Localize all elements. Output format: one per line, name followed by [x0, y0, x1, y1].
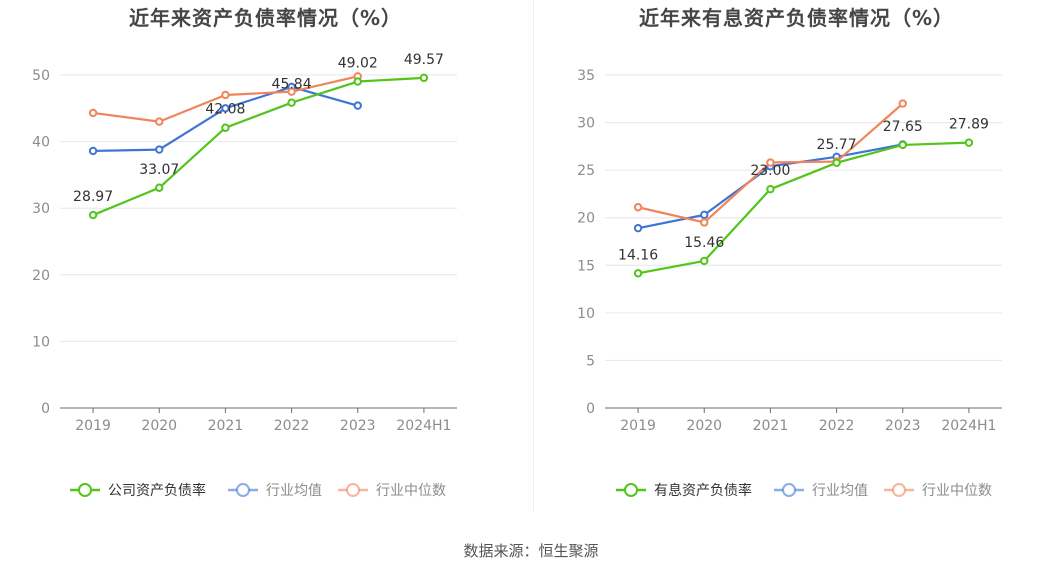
legend-label: 公司资产负债率 [108, 482, 206, 499]
data-source-note: 数据来源：恒生聚源 [463, 542, 599, 560]
data-point [88, 108, 98, 118]
y-tick-label: 50 [32, 68, 50, 84]
interest-bearing-debt-ratio-chart: 0 5 10 15 20 25 30 35 2019 2020 2021 2022 2023 2024H1… [577, 68, 1002, 499]
legend-item: 行业中位数 [338, 483, 446, 499]
legend-swatch-marker [346, 483, 360, 497]
data-label: 42.08 [205, 102, 245, 118]
data-label: 45.84 [272, 77, 312, 93]
right-chart-panel: 近年来有息资产负债率情况（%） 0 5 10 15 20 25 30 35 2019 2020 20… [531, 0, 1062, 520]
data-label: 25.77 [817, 137, 857, 153]
data-point [633, 223, 643, 233]
chart-title: 近年来资产负债率情况（%） [128, 6, 403, 30]
x-tick-label: 2021 [208, 418, 244, 434]
y-tick-label: 30 [32, 201, 50, 217]
chart-title: 近年来有息资产负债率情况（%） [638, 6, 955, 30]
data-point [155, 117, 164, 126]
legend-label: 有息资产负债率 [654, 482, 752, 499]
series-line-0 [637, 141, 969, 275]
x-tick-label: 2022 [274, 418, 310, 434]
data-point [633, 203, 643, 212]
data-point [898, 99, 907, 108]
x-tick-label: 2024H1 [941, 418, 996, 434]
data-point [353, 101, 362, 110]
data-label: 28.97 [73, 189, 113, 205]
y-tick-label: 10 [32, 334, 50, 350]
data-point [88, 210, 98, 220]
data-point [766, 184, 775, 194]
legend-label: 行业中位数 [376, 483, 446, 499]
legend-swatch-marker [782, 483, 796, 497]
x-tick-label: 2023 [340, 418, 376, 434]
data-point [832, 158, 841, 168]
y-tick-label: 40 [32, 135, 50, 151]
legend-swatch-marker [892, 483, 906, 497]
x-tick-label: 2021 [753, 418, 789, 434]
y-tick-label: 0 [41, 401, 50, 417]
data-label: 27.65 [883, 119, 923, 135]
data-point [353, 77, 362, 86]
legend-item: 公司资产负债率 [70, 482, 206, 499]
data-point [155, 145, 164, 154]
data-point [419, 73, 429, 83]
y-tick-label: 0 [586, 401, 595, 417]
left-chart-panel: 近年来资产负债率情况（%） 0 10 20 30 40 50 2019 2020 2021 202… [0, 0, 531, 520]
data-point [221, 123, 230, 132]
x-tick-label: 2020 [141, 418, 177, 434]
data-point [88, 146, 98, 156]
series-line-0 [92, 76, 424, 217]
data-point [700, 256, 709, 266]
legend-item: 行业均值 [228, 483, 322, 499]
data-point [700, 218, 709, 227]
y-tick-label: 30 [577, 116, 595, 132]
legend-item: 行业中位数 [884, 483, 992, 499]
data-label: 27.89 [949, 117, 989, 133]
x-tick-label: 2022 [819, 418, 855, 434]
data-point [964, 138, 974, 147]
data-point [221, 90, 230, 100]
data-label: 14.16 [618, 247, 658, 263]
y-tick-label: 5 [586, 353, 595, 369]
legend-swatch-marker [236, 483, 250, 497]
legend-label: 行业均值 [266, 483, 322, 499]
data-point [287, 98, 296, 107]
data-point [766, 158, 775, 167]
y-tick-label: 15 [577, 258, 595, 274]
y-tick-label: 35 [577, 68, 595, 84]
x-tick-label: 2023 [885, 418, 921, 434]
data-point [633, 269, 643, 278]
legend-label: 行业均值 [812, 483, 868, 499]
data-point [221, 104, 230, 113]
data-point [287, 87, 296, 96]
legend-swatch-marker [78, 483, 92, 497]
x-tick-label: 2024H1 [396, 418, 451, 434]
data-point [898, 140, 907, 150]
legend-item: 有息资产负债率 [616, 482, 752, 499]
data-label: 23.00 [750, 163, 790, 179]
y-tick-label: 20 [577, 211, 595, 227]
data-point [155, 183, 164, 192]
y-tick-label: 10 [577, 306, 595, 322]
data-label: 15.46 [684, 235, 724, 251]
legend-swatch-marker [624, 483, 638, 497]
x-tick-label: 2019 [620, 418, 656, 434]
y-tick-label: 25 [577, 163, 595, 179]
panel-divider [533, 0, 534, 512]
x-tick-label: 2019 [75, 418, 111, 434]
data-label: 33.07 [139, 162, 179, 178]
data-label: 49.57 [404, 52, 444, 68]
data-label: 49.02 [338, 56, 378, 72]
legend-item: 行业均值 [774, 483, 868, 499]
data-point [700, 210, 709, 220]
legend-label: 行业中位数 [922, 483, 992, 499]
debt-ratio-chart: 0 10 20 30 40 50 2019 2020 2021 2022 2023 2024H1 28.… [32, 52, 457, 499]
x-tick-label: 2020 [686, 418, 722, 434]
y-tick-label: 20 [32, 268, 50, 284]
